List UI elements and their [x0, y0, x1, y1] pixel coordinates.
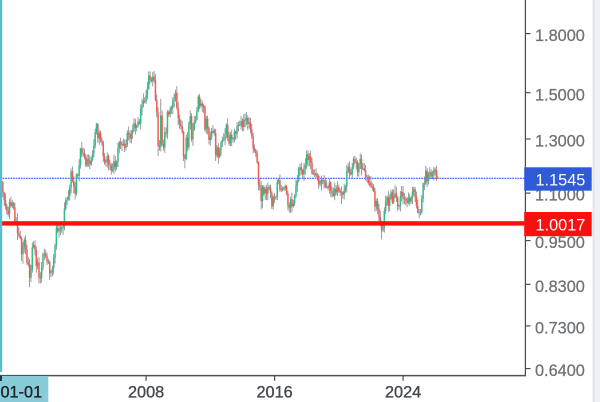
svg-text:1.0017: 1.0017: [536, 217, 586, 235]
svg-text:1.3000: 1.3000: [535, 133, 585, 151]
svg-text:1.5000: 1.5000: [535, 86, 585, 104]
svg-text:1.1545: 1.1545: [536, 172, 586, 190]
svg-text:0.9500: 0.9500: [535, 234, 585, 252]
svg-text:1.8000: 1.8000: [535, 27, 585, 45]
svg-text:0.7300: 0.7300: [535, 320, 585, 338]
svg-text:0.6400: 0.6400: [535, 362, 585, 380]
svg-text:0.8300: 0.8300: [535, 278, 585, 296]
svg-text:2024: 2024: [385, 384, 421, 402]
svg-text:2016: 2016: [256, 384, 292, 402]
svg-text:01-01: 01-01: [1, 384, 43, 402]
svg-text:2008: 2008: [128, 384, 164, 402]
svg-text:1.1000: 1.1000: [535, 187, 585, 205]
